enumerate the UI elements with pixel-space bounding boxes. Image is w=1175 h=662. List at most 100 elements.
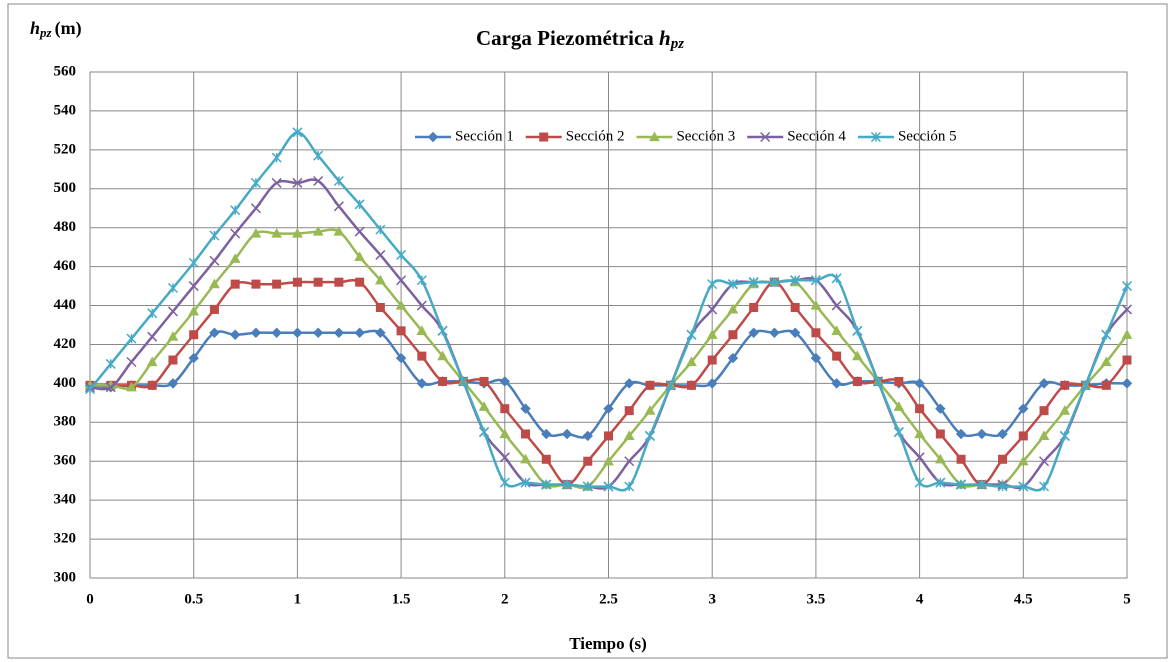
marker xyxy=(914,477,925,488)
marker xyxy=(354,226,365,237)
x-tick-label: 1.5 xyxy=(392,591,411,607)
y-tick-label: 440 xyxy=(54,297,77,313)
marker xyxy=(520,477,531,488)
marker xyxy=(438,376,448,386)
marker xyxy=(271,177,282,188)
marker xyxy=(749,302,759,312)
marker xyxy=(561,479,573,490)
x-tick-label: 3.5 xyxy=(807,591,826,607)
marker xyxy=(541,479,552,490)
marker xyxy=(810,300,822,310)
marker xyxy=(355,277,365,287)
marker xyxy=(852,350,863,361)
marker xyxy=(935,477,946,488)
marker xyxy=(831,273,842,284)
y-tick-label: 480 xyxy=(54,219,77,235)
marker xyxy=(354,327,365,338)
marker xyxy=(271,152,282,163)
marker xyxy=(541,428,552,440)
marker xyxy=(437,350,448,361)
marker xyxy=(894,376,904,386)
marker xyxy=(375,249,386,260)
marker xyxy=(603,481,614,492)
marker xyxy=(1121,378,1133,389)
marker xyxy=(126,356,137,368)
marker xyxy=(1101,329,1112,340)
marker xyxy=(395,300,407,310)
marker xyxy=(769,327,780,338)
chart-title: Carga Piezométrica hpz xyxy=(476,26,684,53)
marker xyxy=(375,274,386,285)
marker xyxy=(188,257,199,268)
x-tick-label: 0.5 xyxy=(184,591,203,607)
marker xyxy=(561,428,573,440)
marker xyxy=(188,305,200,316)
legend-label: Sección 3 xyxy=(676,128,735,144)
y-tick-label: 400 xyxy=(54,375,77,391)
marker xyxy=(167,282,178,294)
marker xyxy=(478,401,490,411)
marker xyxy=(748,277,759,288)
marker xyxy=(479,376,489,386)
y-tick-label: 460 xyxy=(54,258,77,274)
marker xyxy=(499,428,511,439)
title-symbol: h xyxy=(659,26,671,50)
marker xyxy=(126,333,137,344)
marker xyxy=(147,331,158,342)
y-tick-label: 540 xyxy=(54,102,77,118)
marker xyxy=(915,404,925,414)
marker xyxy=(686,329,697,340)
marker xyxy=(229,329,241,340)
marker xyxy=(935,403,946,414)
marker xyxy=(292,127,303,138)
x-tick-label: 2 xyxy=(501,591,509,607)
marker xyxy=(1017,455,1029,466)
marker xyxy=(583,456,593,466)
marker xyxy=(333,201,344,212)
marker xyxy=(1038,430,1050,441)
marker xyxy=(935,429,945,439)
marker xyxy=(707,304,718,315)
marker xyxy=(852,376,862,386)
marker xyxy=(955,428,967,440)
marker xyxy=(728,330,738,340)
marker xyxy=(1059,430,1070,441)
marker xyxy=(479,427,490,438)
marker xyxy=(416,378,428,389)
marker xyxy=(209,230,220,241)
marker xyxy=(811,328,821,338)
marker xyxy=(706,378,718,389)
marker xyxy=(1060,380,1070,390)
marker xyxy=(623,430,635,441)
marker xyxy=(1038,378,1050,389)
legend-marker xyxy=(649,131,660,142)
ylabel-subscript: pz xyxy=(39,25,53,40)
legend: Sección 1 Sección 2 Sección 3 Sección 4 Secc… xyxy=(415,128,957,144)
legend-marker xyxy=(539,132,549,142)
marker xyxy=(520,453,531,464)
title-text: Carga Piezométrica xyxy=(476,26,654,50)
marker xyxy=(769,277,780,288)
legend-marker xyxy=(870,131,881,143)
marker xyxy=(313,277,323,287)
marker xyxy=(644,405,656,415)
marker xyxy=(624,456,635,467)
marker xyxy=(333,327,345,338)
marker xyxy=(1018,481,1029,492)
marker xyxy=(188,352,199,364)
y-tick-label: 360 xyxy=(54,453,77,469)
marker xyxy=(209,304,219,314)
legend-label: Sección 2 xyxy=(566,128,625,144)
x-tick-label: 5 xyxy=(1123,591,1131,607)
marker xyxy=(541,454,551,464)
marker xyxy=(1018,431,1028,441)
marker xyxy=(147,380,157,390)
x-axis-label: Tiempo (s) xyxy=(569,634,647,653)
marker xyxy=(396,249,407,260)
marker xyxy=(520,403,531,414)
marker xyxy=(312,327,324,338)
marker xyxy=(167,306,178,317)
marker xyxy=(582,430,593,442)
marker xyxy=(893,427,904,438)
